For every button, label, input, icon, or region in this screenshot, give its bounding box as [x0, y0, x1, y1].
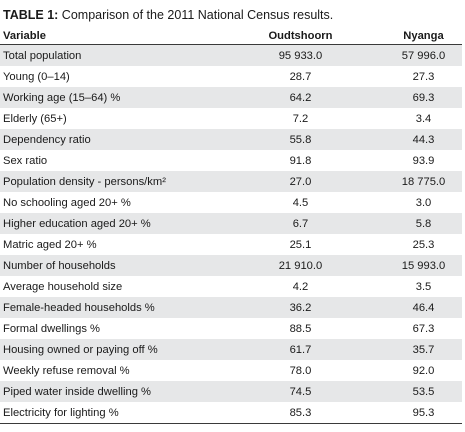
table-row: Electricity for lighting % 85.3 95.3: [0, 402, 462, 424]
table-header-row: Variable Oudtshoorn Nyanga: [0, 27, 462, 45]
variable-cell: Sex ratio: [3, 154, 48, 167]
table-row: Higher education aged 20+ % 6.7 5.8: [0, 213, 462, 234]
oudtshoorn-value-cell: 7.2: [292, 112, 309, 125]
oudtshoorn-value-cell: 4.2: [292, 280, 309, 293]
table-row: Weekly refuse removal % 78.0 92.0: [0, 360, 462, 381]
oudtshoorn-value-cell: 27.0: [199, 171, 371, 192]
nyanga-value-cell: 93.9: [412, 154, 435, 167]
variable-cell: Young (0–14): [3, 70, 70, 83]
oudtshoorn-value-cell: 61.7: [199, 339, 371, 360]
variable-cell: Weekly refuse removal %: [3, 364, 130, 377]
oudtshoorn-value-cell: 55.8: [199, 129, 371, 150]
table-row: Female-headed households % 36.2 46.4: [0, 297, 462, 318]
nyanga-value-cell: 53.5: [371, 381, 462, 402]
table-row: Sex ratio 91.8 93.9: [0, 150, 462, 171]
nyanga-value-cell: 3.0: [415, 196, 432, 209]
oudtshoorn-value-cell: 25.1: [289, 238, 312, 251]
variable-cell: Population density - persons/km²: [0, 171, 200, 192]
nyanga-value-cell: 3.5: [415, 280, 432, 293]
table-row: Population density - persons/km² 27.0 18 7…: [0, 171, 462, 192]
variable-cell: Average household size: [3, 280, 123, 293]
nyanga-value-cell: 44.3: [371, 129, 462, 150]
oudtshoorn-value-cell: 78.0: [289, 364, 312, 377]
table-row: Housing owned or paying off % 61.7 35.7: [0, 339, 462, 360]
table-row: Matric aged 20+ % 25.1 25.3: [0, 234, 462, 255]
variable-cell: No schooling aged 20+ %: [3, 196, 131, 209]
table-row: Formal dwellings % 88.5 67.3: [0, 318, 462, 339]
table-row: Young (0–14) 28.7 27.3: [0, 66, 462, 87]
nyanga-value-cell: 69.3: [371, 87, 462, 108]
census-comparison-table: Variable Oudtshoorn Nyanga Total populat…: [0, 27, 462, 424]
table-row: Working age (15–64) % 64.2 69.3: [0, 87, 462, 108]
nyanga-value-cell: 67.3: [412, 322, 435, 335]
table-row: Number of households 21 910.0 15 993.0: [0, 255, 462, 276]
variable-cell: Working age (15–64) %: [0, 87, 200, 108]
table-body: Total population 95 933.0 57 996.0 Young (0…: [0, 44, 462, 424]
variable-cell: Elderly (65+): [3, 112, 67, 125]
oudtshoorn-value-cell: 95 933.0: [199, 44, 371, 66]
nyanga-value-cell: 27.3: [412, 70, 435, 83]
table-row: Elderly (65+) 7.2 3.4: [0, 108, 462, 129]
table-caption-text: Comparison of the 2011 National Census r…: [58, 8, 334, 22]
table-row: No schooling aged 20+ % 4.5 3.0: [0, 192, 462, 213]
oudtshoorn-value-cell: 74.5: [199, 381, 371, 402]
nyanga-value-cell: 46.4: [371, 297, 462, 318]
oudtshoorn-value-cell: 64.2: [199, 87, 371, 108]
nyanga-value-cell: 95.3: [371, 402, 462, 424]
oudtshoorn-value-cell: 4.5: [292, 196, 309, 209]
table-row: Total population 95 933.0 57 996.0: [0, 44, 462, 66]
variable-cell: Total population: [0, 44, 200, 66]
table-row: Piped water inside dwelling % 74.5 53.5: [0, 381, 462, 402]
table-caption: TABLE 1: Comparison of the 2011 National…: [3, 8, 333, 23]
oudtshoorn-value-cell: 6.7: [199, 213, 371, 234]
nyanga-value-cell: 92.0: [412, 364, 435, 377]
oudtshoorn-value-cell: 28.7: [289, 70, 312, 83]
variable-cell: Female-headed households %: [0, 297, 200, 318]
oudtshoorn-value-cell: 36.2: [199, 297, 371, 318]
oudtshoorn-value-cell: 88.5: [289, 322, 312, 335]
variable-cell: Formal dwellings %: [3, 322, 100, 335]
header-nyanga: Nyanga: [371, 27, 462, 45]
nyanga-value-cell: 3.4: [415, 112, 432, 125]
oudtshoorn-value-cell: 91.8: [289, 154, 312, 167]
variable-cell: Electricity for lighting %: [0, 402, 200, 424]
nyanga-value-cell: 57 996.0: [371, 44, 462, 66]
variable-cell: Piped water inside dwelling %: [0, 381, 200, 402]
table-row: Average household size 4.2 3.5: [0, 276, 462, 297]
nyanga-value-cell: 5.8: [371, 213, 462, 234]
table-row: Dependency ratio 55.8 44.3: [0, 129, 462, 150]
table-caption-label: TABLE 1:: [3, 8, 59, 22]
oudtshoorn-value-cell: 85.3: [199, 402, 371, 424]
variable-cell: Dependency ratio: [0, 129, 200, 150]
header-variable: Variable: [0, 27, 200, 45]
variable-cell: Number of households: [0, 255, 200, 276]
nyanga-value-cell: 25.3: [412, 238, 435, 251]
variable-cell: Matric aged 20+ %: [3, 238, 97, 251]
oudtshoorn-value-cell: 21 910.0: [199, 255, 371, 276]
variable-cell: Higher education aged 20+ %: [0, 213, 200, 234]
header-oudtshoorn: Oudtshoorn: [199, 27, 371, 45]
nyanga-value-cell: 35.7: [371, 339, 462, 360]
variable-cell: Housing owned or paying off %: [0, 339, 200, 360]
nyanga-value-cell: 15 993.0: [371, 255, 462, 276]
nyanga-value-cell: 18 775.0: [371, 171, 462, 192]
